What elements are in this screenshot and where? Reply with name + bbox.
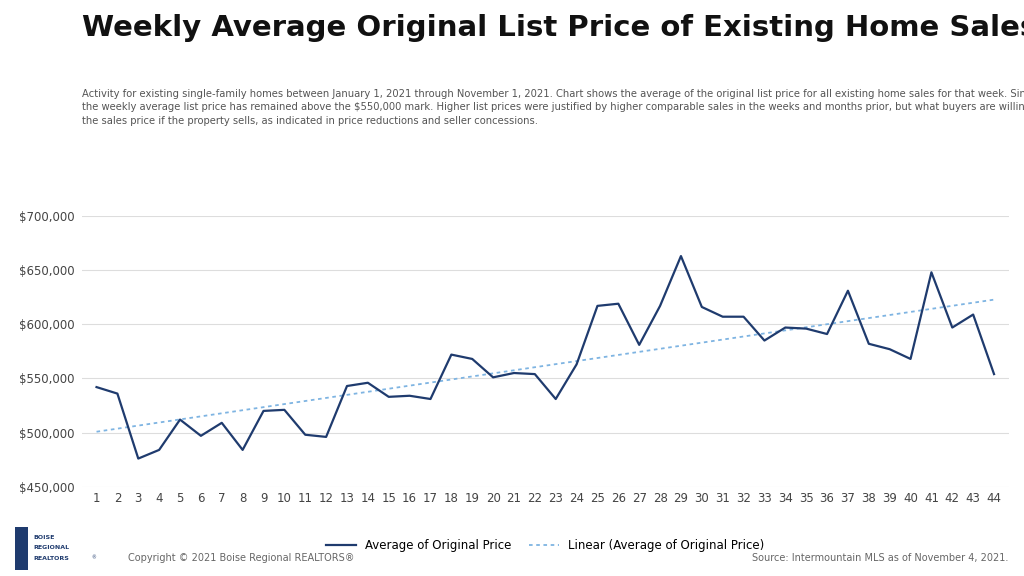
Text: Copyright © 2021 Boise Regional REALTORS®: Copyright © 2021 Boise Regional REALTORS… (128, 554, 354, 563)
Text: Source: Intermountain MLS as of November 4, 2021.: Source: Intermountain MLS as of November… (753, 554, 1009, 563)
Text: REALTORS: REALTORS (34, 556, 70, 560)
Text: ®: ® (91, 556, 96, 560)
Bar (15, 527, 28, 570)
Text: Activity for existing single-family homes between January 1, 2021 through Novemb: Activity for existing single-family home… (82, 89, 1024, 126)
Text: BOISE: BOISE (34, 535, 55, 540)
Legend: Average of Original Price, Linear (Average of Original Price): Average of Original Price, Linear (Avera… (322, 534, 769, 556)
Text: Weekly Average Original List Price of Existing Home Sales in Ada County, YTD: Weekly Average Original List Price of Ex… (82, 14, 1024, 43)
Text: REGIONAL: REGIONAL (34, 545, 70, 550)
